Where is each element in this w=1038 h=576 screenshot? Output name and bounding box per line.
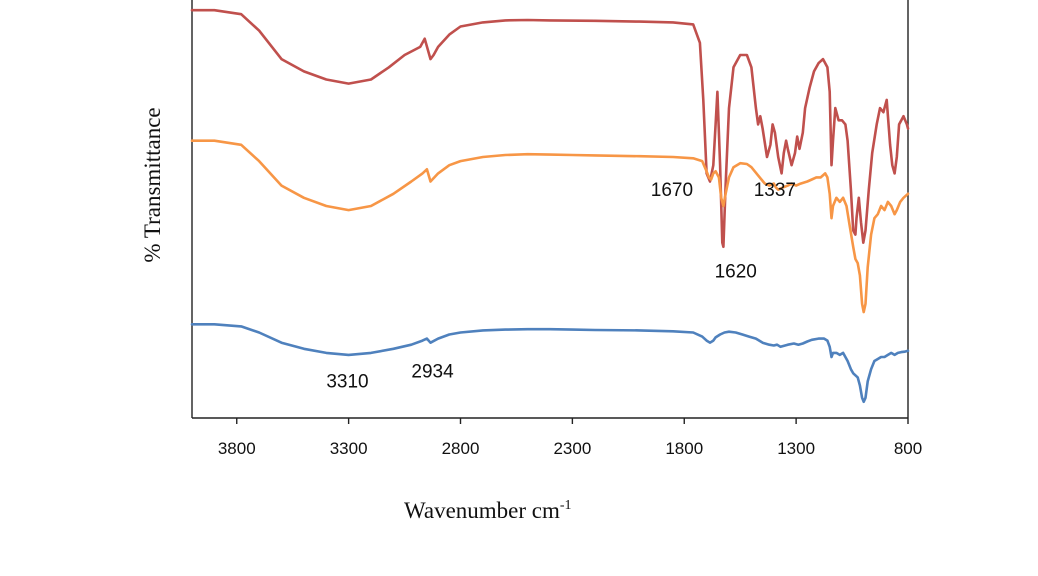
x-tick-label: 3800: [218, 439, 256, 458]
x-tick-label: 800: [894, 439, 922, 458]
x-axis-label: Wavenumber cm-1: [404, 498, 572, 523]
series-line-1: [190, 8, 910, 249]
x-tick-label: 1300: [777, 439, 815, 458]
x-tick-label: 2800: [442, 439, 480, 458]
plot-frame: [191, 0, 909, 419]
y-axis-label: % Transmittance: [140, 107, 165, 262]
series-line-3: [190, 323, 910, 404]
peak-label-3310: 3310: [326, 372, 368, 393]
peak-label-1670: 1670: [651, 180, 693, 201]
x-axis-label-superscript: -1: [560, 498, 572, 513]
x-tick-label: 3300: [330, 439, 368, 458]
x-axis-label-main: Wavenumber cm: [404, 498, 560, 523]
peak-label-1620: 1620: [715, 261, 757, 282]
x-tick-label: 1800: [665, 439, 703, 458]
peak-annotations: 1670 1337 1620 3310 2934: [326, 180, 796, 393]
peak-label-1337: 1337: [754, 180, 796, 201]
peak-label-2934: 2934: [411, 361, 454, 382]
series-line-2: [190, 139, 910, 314]
series-group: [190, 8, 910, 404]
x-tick-label: 2300: [553, 439, 591, 458]
x-axis-ticks: 3800 3300 2800 2300 1800 1300 800: [218, 418, 922, 458]
